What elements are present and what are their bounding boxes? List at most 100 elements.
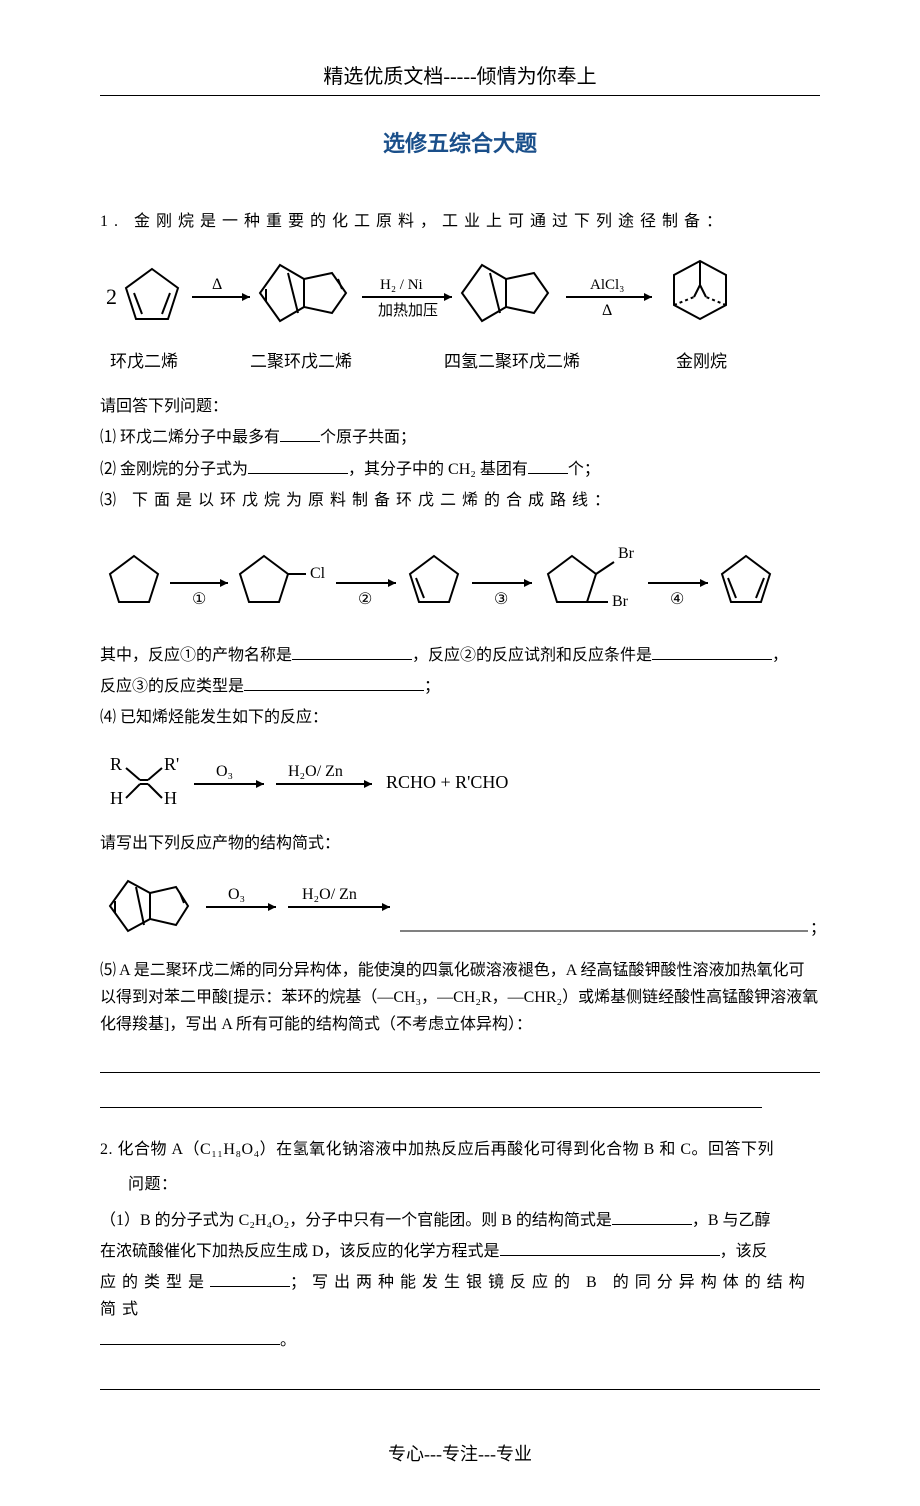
q2p1b: ，B 与乙醇 — [692, 1212, 771, 1229]
name-b: 二聚环戊二烯 — [250, 352, 352, 371]
svg-text:O₃: O₃ — [216, 763, 233, 780]
R: R — [110, 754, 122, 774]
footer-rule — [100, 1389, 820, 1390]
p3l2b: ； — [424, 678, 440, 695]
mol-cyclopentadiene — [126, 269, 178, 319]
name-d: 金刚烷 — [676, 352, 727, 371]
br1-label: Br — [618, 545, 635, 562]
semi: ； — [810, 920, 820, 937]
q2-p1-line3: 应的类型是；写出两种能发生银镜反应的 B 的同分异构体的结构简式 — [100, 1269, 820, 1323]
q2-p1-line4: 。 — [100, 1327, 820, 1354]
blank — [248, 473, 348, 474]
arrow-h2ozn: H₂O/ Zn — [276, 763, 372, 788]
q2p1d: ，该反 — [720, 1243, 768, 1260]
H2: H — [164, 788, 177, 808]
header-rule — [100, 95, 820, 96]
blank — [244, 690, 424, 691]
q1-p2: ⑵ 金刚烷的分子式为 ，其分子中的 CH₂ 基团有 个； — [100, 456, 820, 483]
name-c: 四氢二聚环戊二烯 — [444, 352, 580, 371]
p3l1a: 其中，反应①的产物名称是 — [100, 647, 292, 664]
svg-text:④: ④ — [670, 591, 684, 608]
blank — [292, 659, 412, 660]
mol-dcp2 — [110, 881, 188, 931]
q2p1a: （1）B 的分子式为 C₂H₄O₂，分子中只有一个官能团。则 B 的结构简式是 — [100, 1212, 612, 1229]
page-header: 精选优质文档-----倾情为你奉上 — [100, 60, 820, 89]
q1-prompt: 请回答下列问题： — [100, 393, 820, 420]
arrow1: Δ — [192, 276, 250, 301]
delta2-label: Δ — [602, 302, 612, 319]
arrow-1: ① — [170, 579, 228, 608]
alcl3-label: AlCl₃ — [590, 277, 624, 293]
svg-text:H₂O/ Zn: H₂O/ Zn — [288, 763, 343, 780]
arrow-2: ② — [336, 579, 396, 608]
q1-p1: ⑴ 环戊二烯分子中最多有 个原子共面； — [100, 424, 820, 451]
q1-p2a: ⑵ 金刚烷的分子式为 — [100, 461, 248, 478]
svg-text:②: ② — [358, 591, 372, 608]
q1-p3-line1: 其中，反应①的产物名称是 ，反应②的反应试剂和反应条件是 ， — [100, 642, 820, 669]
mol-chlorocyclopentane — [240, 556, 306, 602]
q1-p5: ⑸ A 是二聚环戊二烯的同分异构体，能使溴的四氯化碳溶液褪色，A 经高锰酸钾酸性… — [100, 957, 820, 1039]
q1-p2c: 个； — [568, 461, 600, 478]
q1-scheme3: R R' H H O₃ — [100, 746, 820, 816]
q2p1g: 。 — [280, 1332, 296, 1349]
heatpress-label: 加热加压 — [378, 302, 438, 319]
blank — [652, 659, 772, 660]
arrow2: H₂ / Ni 加热加压 — [362, 277, 452, 319]
blank — [100, 1344, 280, 1345]
svg-text:①: ① — [192, 591, 206, 608]
cl-label: Cl — [310, 565, 326, 582]
arrow-o3: O₃ — [194, 763, 264, 788]
p3l1b: ，反应②的反应试剂和反应条件是 — [412, 647, 652, 664]
body: 1. 金刚烷是一种重要的化工原料，工业上可通过下列途径制备： 2 Δ — [100, 208, 820, 1355]
delta-label: Δ — [212, 276, 222, 293]
H1: H — [110, 788, 123, 808]
q2p1e: 应的类型是 — [100, 1274, 210, 1291]
q1-p1a: ⑴ 环戊二烯分子中最多有 — [100, 429, 280, 446]
arrow-4: ④ — [648, 579, 708, 608]
q1-p2b: ，其分子中的 CH₂ 基团有 — [348, 461, 528, 478]
q1-stem: 1. 金刚烷是一种重要的化工原料，工业上可通过下列途径制备： — [100, 208, 820, 235]
mol-cyclopentane — [110, 556, 158, 602]
arrow3: AlCl₃ Δ — [566, 277, 652, 319]
mol-dicyclopentadiene — [260, 265, 346, 321]
page-title: 选修五综合大题 — [100, 126, 820, 158]
Rp: R' — [164, 754, 179, 774]
svg-text:O₃: O₃ — [228, 886, 245, 903]
mol-dibromo — [548, 556, 614, 602]
blank — [612, 1224, 692, 1225]
blank — [500, 1255, 720, 1256]
q1-scheme2: ① Cl ② — [100, 528, 820, 628]
arrow-o3-2: O₃ — [206, 886, 276, 911]
mol-cyclopentene — [410, 556, 458, 602]
br2-label: Br — [612, 593, 629, 610]
mol-cyclopentadiene2 — [722, 556, 770, 602]
arrow-3: ③ — [472, 579, 532, 608]
long-blank-2 — [100, 1089, 762, 1108]
blank — [528, 473, 568, 474]
q1-scheme4: O₃ H₂O/ Zn ； — [100, 871, 820, 943]
p3l2a: 反应③的反应类型是 — [100, 678, 244, 695]
page: 精选优质文档-----倾情为你奉上 选修五综合大题 1. 金刚烷是一种重要的化工… — [0, 0, 920, 1506]
q1-p3-line2: 反应③的反应类型是 ； — [100, 673, 820, 700]
q1-p4: ⑷ 已知烯烃能发生如下的反应： — [100, 704, 820, 731]
q2p1c: 在浓硫酸催化下加热反应生成 D，该反应的化学方程式是 — [100, 1243, 500, 1260]
q1-p1b: 个原子共面； — [320, 429, 416, 446]
svg-text:③: ③ — [494, 591, 508, 608]
blank — [210, 1286, 290, 1287]
coeff: 2 — [106, 284, 117, 309]
mol-tetrahydro — [462, 265, 548, 321]
mol-adamantane — [674, 261, 726, 319]
blank — [280, 441, 320, 442]
h2ni-label: H₂ / Ni — [380, 277, 423, 293]
q2-stem-b: 问题： — [100, 1171, 820, 1198]
q2-p1-line2: 在浓硫酸催化下加热反应生成 D，该反应的化学方程式是 ，该反 — [100, 1238, 820, 1265]
arrow-h2ozn-2: H₂O/ Zn — [288, 886, 390, 911]
prod: RCHO + R'CHO — [386, 772, 508, 792]
q1-scheme1: 2 Δ — [100, 249, 820, 379]
page-footer: 专心---专注---专业 — [100, 1440, 820, 1466]
name-a: 环戊二烯 — [110, 352, 178, 371]
q1-p4-prompt: 请写出下列反应产物的结构简式： — [100, 830, 820, 857]
p3l1c: ， — [772, 647, 788, 664]
q1-p3: ⑶ 下面是以环戊烷为原料制备环戊二烯的合成路线： — [100, 487, 820, 514]
svg-text:H₂O/ Zn: H₂O/ Zn — [302, 886, 357, 903]
